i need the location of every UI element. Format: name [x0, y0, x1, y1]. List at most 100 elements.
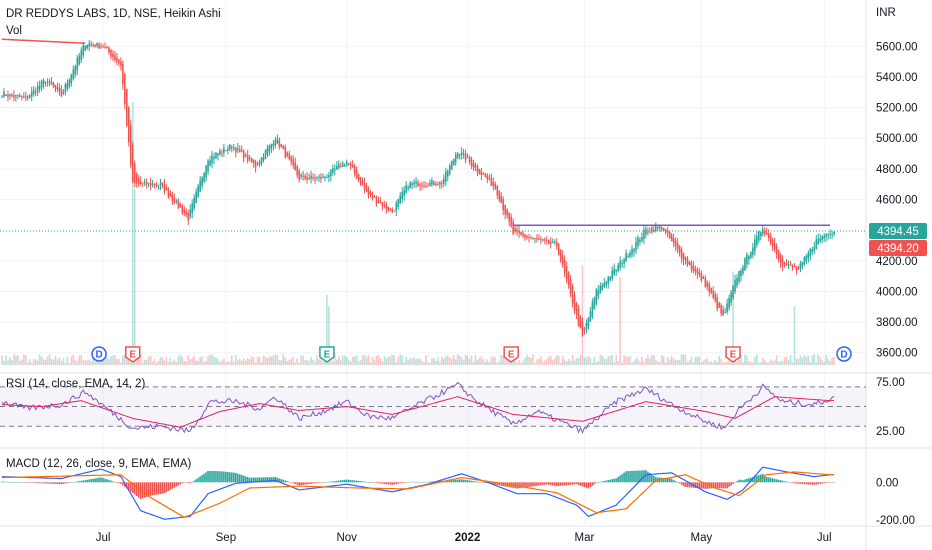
candle-body: [647, 231, 649, 233]
volume-bar: [474, 354, 477, 365]
volume-bar: [466, 355, 469, 365]
volume-bar: [730, 360, 732, 365]
macd-histogram-bar: [110, 480, 112, 483]
candle-body: [502, 199, 505, 211]
macd-tick-label: -200.00: [876, 515, 915, 527]
macd-histogram-bar: [789, 482, 792, 483]
macd-histogram-bar: [773, 478, 776, 483]
candle-body: [217, 153, 219, 156]
candle-body: [787, 264, 790, 266]
candle-body: [431, 180, 433, 185]
macd-histogram-bar: [336, 480, 338, 483]
volume-bar: [787, 360, 790, 365]
macd-histogram-bar: [328, 481, 330, 483]
volume-legend[interactable]: Vol: [6, 25, 22, 37]
macd-histogram-bar: [195, 479, 197, 483]
volume-bar: [686, 362, 689, 365]
macd-histogram-bar: [611, 479, 614, 483]
volume-bar: [502, 356, 505, 365]
macd-histogram-bar: [339, 480, 342, 483]
candle-body: [197, 185, 199, 198]
candle-body: [700, 273, 703, 281]
macd-histogram-bar: [40, 482, 43, 484]
earnings-event-icon: [725, 346, 741, 363]
volume-bar: [118, 359, 120, 365]
volume-bar: [114, 354, 116, 365]
volume-bar: [795, 358, 798, 365]
volume-bar: [326, 294, 328, 365]
volume-bar: [179, 354, 182, 365]
candle-body: [227, 148, 229, 151]
candle-body: [549, 241, 552, 244]
volume-bar: [215, 357, 217, 365]
macd-histogram-bar: [793, 482, 796, 484]
candle-body: [312, 177, 314, 179]
volume-bar: [530, 357, 532, 365]
macd-histogram-bar: [244, 476, 247, 483]
candle-body: [50, 81, 53, 85]
volume-bar: [278, 360, 281, 365]
macd-histogram-bar: [199, 476, 201, 483]
event-label: D: [95, 350, 102, 361]
volume-bar: [290, 358, 293, 365]
candle-body: [98, 44, 100, 49]
volume-bar: [645, 358, 647, 365]
candle-body: [13, 95, 15, 98]
volume-bar: [443, 358, 445, 365]
candle-body: [730, 292, 732, 303]
volume-bar: [585, 357, 588, 365]
candle-body: [769, 235, 772, 245]
volume-bar: [446, 355, 449, 365]
volume-bar: [284, 357, 287, 365]
candle-body: [262, 157, 265, 161]
candle-body: [272, 143, 275, 147]
candle-body: [278, 140, 281, 148]
candle-body: [74, 66, 77, 75]
macd-histogram-bar: [145, 482, 148, 498]
macd-histogram-bar: [696, 482, 699, 489]
volume-bar: [623, 354, 625, 365]
candle-body: [686, 258, 689, 265]
candle-body: [561, 255, 564, 265]
candle-body: [613, 268, 615, 275]
candle-body: [60, 89, 63, 97]
candle-body: [338, 164, 340, 168]
candle-body: [151, 183, 154, 185]
candle-body: [662, 228, 665, 232]
volume-bar: [758, 362, 760, 365]
volume-bar: [46, 356, 49, 365]
candle-body: [336, 165, 338, 170]
candle-body: [536, 238, 538, 240]
time-tick-label: Jul: [817, 532, 832, 544]
candle-body: [62, 92, 65, 94]
volume-bar: [238, 358, 241, 365]
macd-histogram-bar: [688, 482, 691, 488]
symbol-legend[interactable]: DR REDDYS LABS, 1D, NSE, Heikin Ashi: [6, 8, 221, 20]
macd-histogram-bar: [736, 481, 738, 483]
candle-body: [411, 183, 413, 186]
candle-body: [573, 294, 576, 311]
volume-bar: [821, 360, 824, 365]
candle-body: [401, 192, 403, 200]
macd-legend[interactable]: MACD (12, 26, close, 9, EMA, EMA): [6, 458, 192, 470]
volume-bar: [201, 356, 203, 365]
candle-body: [159, 182, 162, 185]
macd-histogram-bar: [254, 477, 257, 483]
volume-bar: [439, 361, 441, 365]
candle-body: [773, 243, 776, 250]
volume-bar: [803, 355, 806, 365]
macd-histogram-bar: [635, 470, 637, 483]
candle-body: [660, 226, 663, 230]
rsi-legend[interactable]: RSI (14, close, EMA, 14, 2): [6, 378, 146, 390]
volume-bar: [244, 360, 247, 365]
macd-histogram-bar: [258, 477, 261, 483]
macd-histogram-bar: [302, 482, 304, 485]
candle-body: [26, 96, 29, 99]
volume-bar: [769, 359, 772, 365]
macd-histogram-bar: [767, 477, 770, 483]
macd-histogram-bar: [84, 480, 87, 483]
volume-bar: [811, 355, 814, 365]
